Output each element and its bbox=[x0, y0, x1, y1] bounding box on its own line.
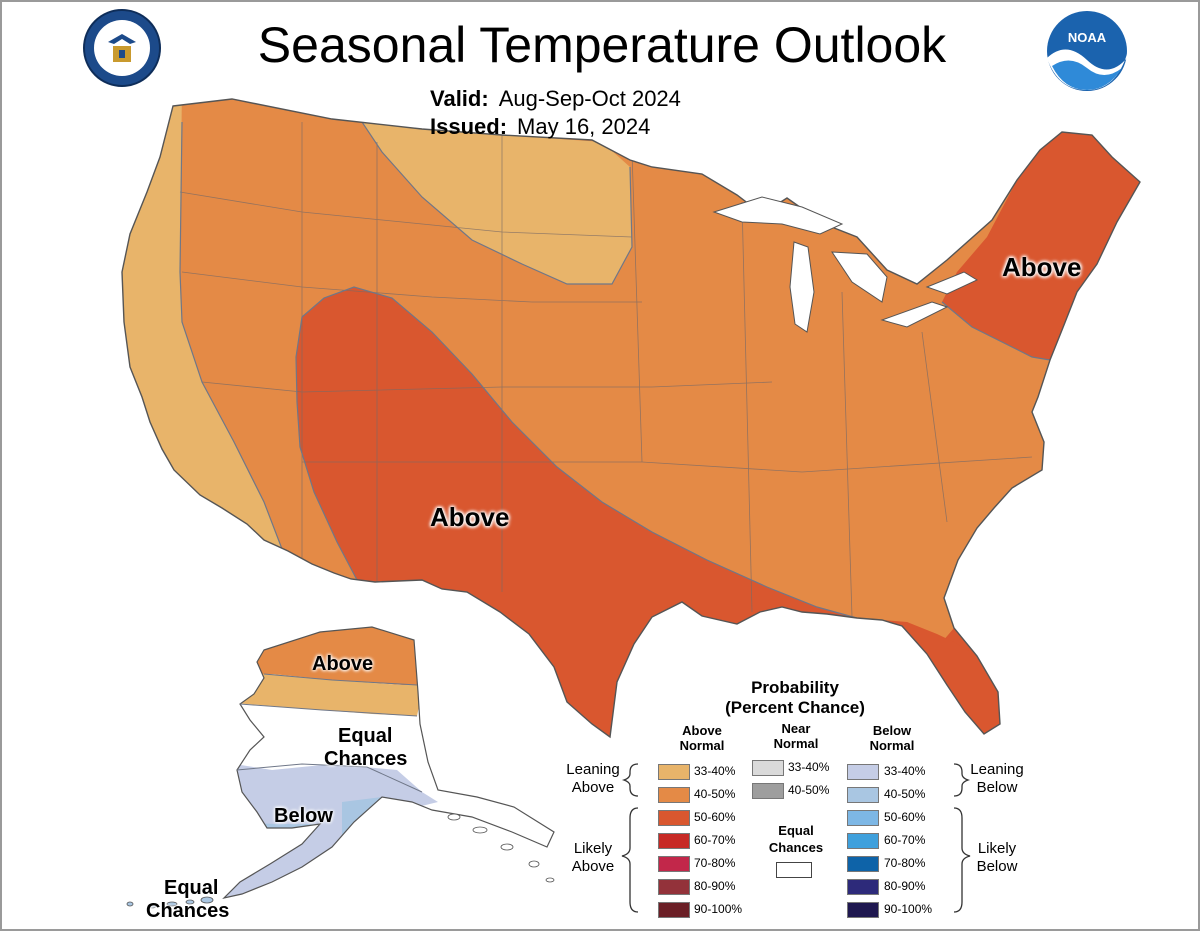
legend-swatch-above-33-40 bbox=[658, 764, 690, 780]
legend-label-above-50-60: 50-60% bbox=[694, 810, 736, 824]
legend-label-above-60-70: 60-70% bbox=[694, 833, 736, 847]
issued-label: Issued: bbox=[430, 114, 508, 139]
legend-near-head-1: Near bbox=[781, 721, 811, 736]
region-florida-50-60 bbox=[902, 622, 1000, 734]
legend-label-below-90-100: 90-100% bbox=[884, 902, 933, 916]
legend-equal-chances-swatch bbox=[776, 862, 812, 878]
legend-likely-below-2: Below bbox=[976, 858, 1018, 875]
region-northern-plains-33-40 bbox=[362, 122, 632, 284]
legend-swatch-near-40-50 bbox=[752, 783, 784, 799]
map-label-ak-equal-1: Equal bbox=[338, 725, 393, 747]
legend-swatch-above-40-50 bbox=[658, 787, 690, 803]
valid-row: Valid: Aug-Sep-Oct 2024 bbox=[430, 86, 681, 112]
legend-equal-1: Equal bbox=[778, 823, 814, 838]
legend-label-above-70-80: 70-80% bbox=[694, 856, 736, 870]
legend-label-below-60-70: 60-70% bbox=[884, 833, 926, 847]
alaska-north-33-40 bbox=[224, 674, 554, 716]
legend-title-line-2: (Percent Chance) bbox=[725, 698, 865, 717]
legend-swatch-above-90-100 bbox=[658, 902, 690, 918]
legend-label-above-80-90: 80-90% bbox=[694, 879, 736, 893]
legend-title-line-1: Probability bbox=[751, 678, 839, 697]
issued-value: May 16, 2024 bbox=[517, 114, 651, 139]
valid-value: Aug-Sep-Oct 2024 bbox=[498, 86, 681, 111]
region-southwest-50-60 bbox=[296, 287, 977, 737]
map-label-ak-equal-4: Chances bbox=[146, 900, 230, 922]
legend-label-above-33-40: 33-40% bbox=[694, 764, 736, 778]
legend-likely-above-1: Likely bbox=[573, 840, 613, 857]
legend-leaning-above-1: Leaning bbox=[566, 761, 620, 778]
legend-leaning-below-2: Below bbox=[976, 779, 1018, 796]
legend-swatch-below-80-90 bbox=[847, 879, 879, 895]
valid-label: Valid: bbox=[430, 86, 489, 111]
legend-swatch-below-60-70 bbox=[847, 833, 879, 849]
alaska-south-33-40 bbox=[224, 762, 438, 898]
legend-above-head-2: Normal bbox=[679, 738, 725, 753]
legend-likely-above-2: Above bbox=[571, 858, 615, 875]
legend-below-head-2: Normal bbox=[869, 738, 915, 753]
legend-label-below-33-40: 33-40% bbox=[884, 764, 926, 778]
legend-label-above-40-50: 40-50% bbox=[694, 787, 736, 801]
legend-swatch-below-90-100 bbox=[847, 902, 879, 918]
region-northeast-50-60 bbox=[942, 132, 1140, 360]
map-label-sw-above: Above bbox=[430, 502, 510, 532]
legend-leaning-below-1: Leaning bbox=[970, 761, 1024, 778]
legend-equal-2: Chances bbox=[768, 840, 824, 855]
legend-label-below-40-50: 40-50% bbox=[884, 787, 926, 801]
legend-swatch-near-33-40 bbox=[752, 760, 784, 776]
great-lakes bbox=[712, 196, 979, 333]
legend-swatch-above-80-90 bbox=[658, 879, 690, 895]
legend-swatch-below-50-60 bbox=[847, 810, 879, 826]
legend-label-above-90-100: 90-100% bbox=[694, 902, 743, 916]
legend-likely-below-1: Likely bbox=[977, 840, 1017, 857]
map-label-ak-below: Below bbox=[274, 805, 333, 827]
legend-label-below-50-60: 50-60% bbox=[884, 810, 926, 824]
legend-label-below-70-80: 70-80% bbox=[884, 856, 926, 870]
map-label-ak-equal-3: Equal bbox=[164, 877, 219, 899]
svg-text:NOAA: NOAA bbox=[1068, 30, 1107, 45]
legend-braces bbox=[621, 763, 971, 913]
commerce-seal-icon bbox=[83, 9, 161, 87]
legend-label-near-40-50: 40-50% bbox=[788, 783, 830, 797]
map-label-ne-above: Above bbox=[1002, 252, 1082, 282]
page-title: Seasonal Temperature Outlook bbox=[257, 17, 947, 73]
legend-leaning-above-2: Above bbox=[571, 779, 615, 796]
legend-label-below-80-90: 80-90% bbox=[884, 879, 926, 893]
legend-swatch-above-70-80 bbox=[658, 856, 690, 872]
map-label-ak-equal-2: Chances bbox=[324, 748, 408, 770]
legend-near-head-2: Normal bbox=[773, 736, 819, 751]
legend-swatch-above-50-60 bbox=[658, 810, 690, 826]
legend-above-head-1: Above bbox=[682, 723, 722, 738]
noaa-logo-icon: NOAA bbox=[1047, 11, 1127, 91]
legend-swatch-above-60-70 bbox=[658, 833, 690, 849]
legend-swatch-below-70-80 bbox=[847, 856, 879, 872]
map-label-ak-above: Above bbox=[312, 653, 374, 675]
legend-below-head-1: Below bbox=[872, 723, 912, 738]
legend-label-near-33-40: 33-40% bbox=[788, 760, 830, 774]
legend-swatch-below-33-40 bbox=[847, 764, 879, 780]
legend-swatch-below-40-50 bbox=[847, 787, 879, 803]
issued-row: Issued: May 16, 2024 bbox=[430, 114, 650, 140]
